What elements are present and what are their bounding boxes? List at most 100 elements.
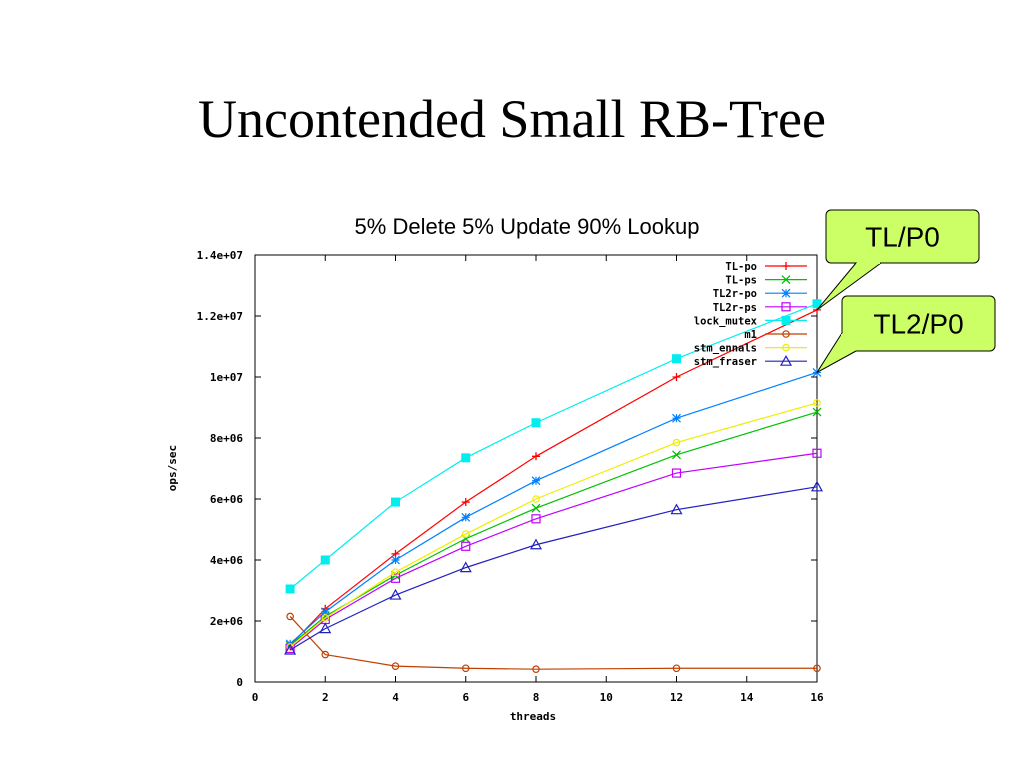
- y-tick-label: 2e+06: [210, 615, 243, 628]
- legend-label: TL2r-po: [713, 288, 757, 300]
- data-point: [672, 450, 681, 460]
- data-point: [390, 573, 401, 583]
- series-tl-ps: [285, 407, 822, 650]
- data-point: [320, 555, 330, 565]
- series-tl2r-po: [285, 368, 822, 649]
- series-lock-mutex: [285, 299, 822, 594]
- y-axis-label: ops/sec: [166, 445, 179, 491]
- data-point: [389, 588, 402, 600]
- slide-title: Uncontended Small RB-Tree: [198, 89, 826, 149]
- data-point: [461, 512, 471, 522]
- y-tick-label: 8e+06: [210, 432, 243, 445]
- data-point: [529, 538, 543, 550]
- data-point: [810, 480, 824, 492]
- series-tl2r-ps: [285, 448, 822, 654]
- y-tick-label: 1.2e+07: [197, 310, 243, 323]
- series-stm-fraser: [284, 480, 824, 655]
- legend-label: TL2r-ps: [713, 302, 757, 314]
- data-point: [321, 614, 330, 622]
- series-line: [289, 402, 818, 648]
- data-point: [320, 607, 330, 617]
- series-lines: [284, 299, 824, 673]
- x-tick-label: 12: [670, 691, 683, 704]
- callout-pointer: [816, 262, 882, 311]
- data-point: [321, 650, 330, 659]
- data-point: [813, 399, 821, 407]
- data-point: [391, 555, 400, 565]
- data-point: [459, 561, 472, 573]
- data-point: [319, 622, 332, 634]
- series-line: [289, 616, 817, 670]
- data-point: [532, 665, 540, 673]
- data-point: [671, 468, 682, 478]
- data-point: [286, 612, 294, 621]
- legend-label: TL-ps: [725, 275, 757, 287]
- callout-label: TL/P0: [865, 222, 940, 253]
- callout-label: TL2/P0: [873, 309, 963, 340]
- chart-title: 5% Delete 5% Update 90% Lookup: [355, 214, 700, 239]
- callout-box: [825, 209, 980, 264]
- x-tick-label: 6: [462, 691, 469, 704]
- legend-marker: [781, 275, 791, 285]
- data-point: [391, 662, 400, 670]
- callout-box: [841, 295, 996, 352]
- data-point: [461, 530, 470, 538]
- data-point: [672, 664, 681, 673]
- data-point: [532, 452, 540, 461]
- legend-marker: [781, 315, 791, 325]
- x-tick-label: 0: [252, 691, 259, 704]
- y-tick-label: 1.4e+07: [197, 249, 243, 262]
- data-point: [532, 495, 540, 503]
- callout-tl-p0: TL/P0: [816, 209, 980, 311]
- x-tick-label: 8: [533, 691, 540, 704]
- x-tick-label: 4: [392, 691, 399, 704]
- y-tick-label: 6e+06: [210, 493, 243, 506]
- data-point: [531, 514, 541, 524]
- x-tick-label: 14: [740, 691, 754, 704]
- legend-marker: [782, 330, 790, 338]
- series-stm-ennals: [286, 399, 821, 651]
- callout-tl2-p0: TL2/P0: [816, 295, 996, 373]
- y-tick-label: 0: [236, 676, 243, 689]
- axes: 0 2 4 6 8 10 12 14 16 0 2e+06 4e+06 6e+06 8e+06 1e+07 1…: [197, 249, 824, 704]
- data-point: [672, 438, 681, 447]
- data-point: [286, 643, 294, 651]
- legend-marker: [782, 343, 790, 352]
- legend-label: lock_mutex: [694, 315, 758, 327]
- legend-marker: [779, 354, 793, 366]
- legend-marker: [781, 288, 791, 298]
- legend-marker: [781, 302, 791, 312]
- data-point: [813, 664, 821, 673]
- x-tick-label: 16: [810, 691, 824, 704]
- data-point: [672, 354, 681, 364]
- data-point: [391, 568, 400, 577]
- y-tick-label: 1e+07: [210, 371, 243, 384]
- series-line: [289, 371, 818, 645]
- y-tick-label: 4e+06: [210, 554, 243, 567]
- data-point: [284, 643, 297, 655]
- data-point: [812, 448, 822, 458]
- data-point: [672, 373, 681, 381]
- callouts: TL/P0 TL2/P0: [816, 209, 996, 373]
- series-line: [289, 452, 818, 649]
- series-m1: [286, 612, 821, 673]
- x-tick-label: 10: [600, 691, 613, 704]
- callout-pointer: [816, 332, 857, 373]
- data-point: [461, 498, 470, 507]
- x-axis-label: threads: [510, 710, 556, 723]
- data-point: [531, 503, 541, 513]
- legend-label: stm_ennals: [694, 343, 757, 355]
- data-point: [391, 497, 400, 507]
- x-tick-label: 2: [322, 691, 329, 704]
- data-point: [285, 584, 295, 594]
- data-point: [812, 407, 822, 417]
- data-point: [461, 453, 471, 463]
- legend-marker: [782, 262, 790, 270]
- legend-label: m1: [744, 329, 757, 341]
- data-point: [461, 664, 470, 673]
- series-line: [289, 486, 818, 651]
- data-point: [670, 503, 683, 515]
- data-point: [812, 299, 822, 309]
